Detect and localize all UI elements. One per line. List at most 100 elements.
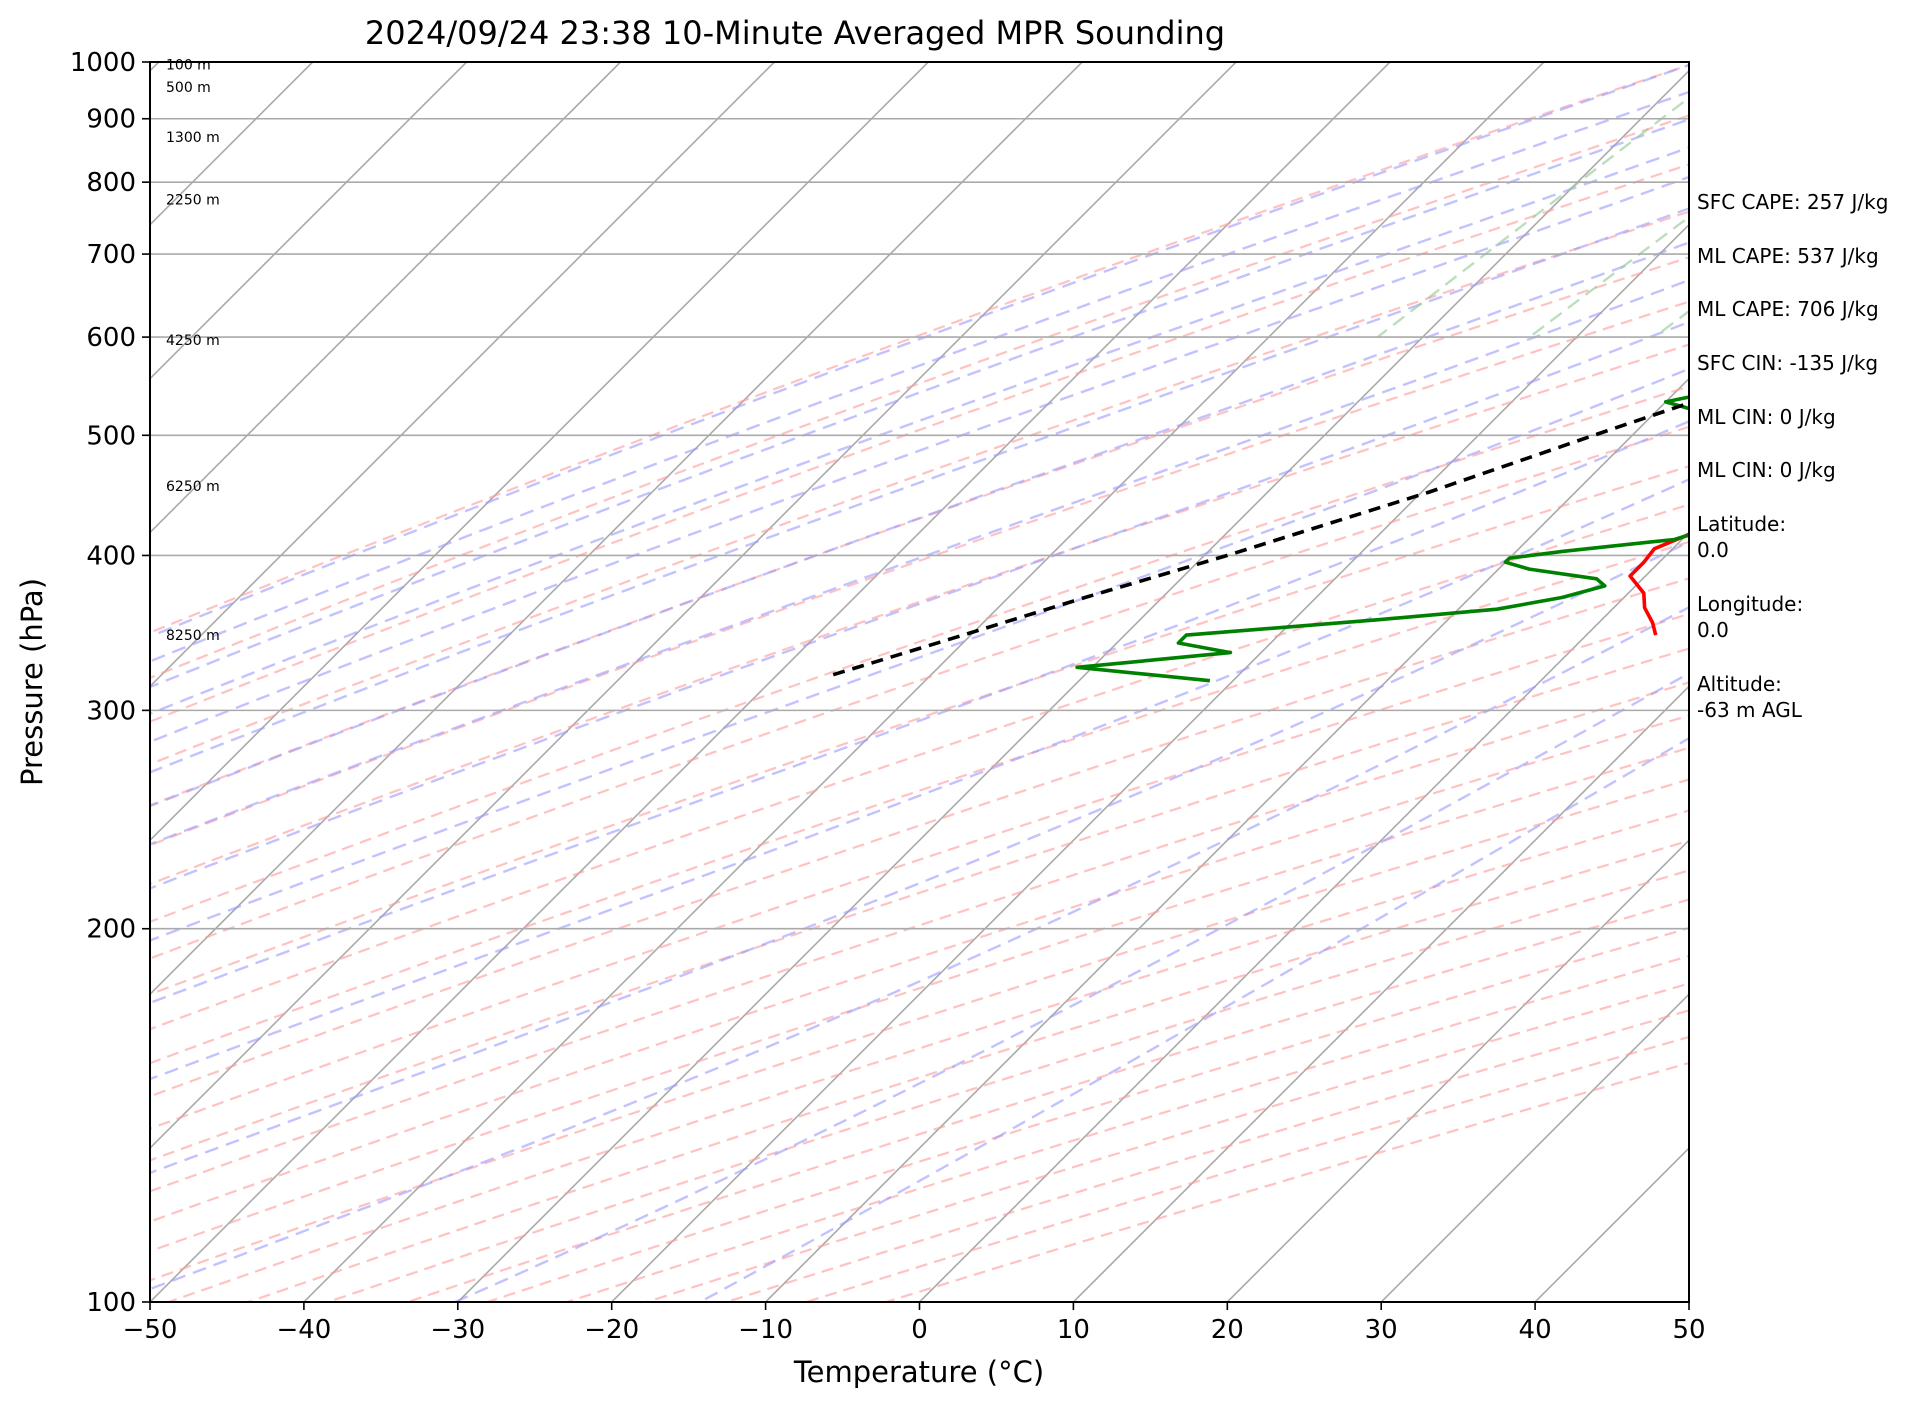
moist-adiabat-line	[150, 540, 1689, 1175]
moist-adiabat-line	[150, 605, 1689, 1291]
x-tick-label: −20	[584, 1315, 639, 1345]
x-tick-label: 20	[1211, 1315, 1244, 1345]
y-tick-label: 600	[86, 323, 136, 353]
isotherm-line	[0, 62, 5, 1302]
x-tick-label: −40	[276, 1315, 331, 1345]
stat-line: 0.0	[1697, 538, 1729, 562]
moist-adiabat-line	[150, 175, 1689, 744]
moist-adiabat-line	[150, 278, 1689, 846]
moist-adiabat-line	[699, 736, 1689, 1302]
y-tick-label: 400	[86, 541, 136, 571]
isotherm-line	[918, 531, 1689, 1302]
isotherm-line	[150, 62, 929, 842]
stat-line: SFC CIN: -135 J/kg	[1697, 351, 1878, 375]
stat-line: -63 m AGL	[1697, 698, 1803, 722]
x-tick-label: 30	[1365, 1315, 1398, 1345]
dry-adiabat-line	[168, 809, 1689, 1302]
dry-adiabat-line	[150, 256, 1689, 807]
moist-adiabat-line	[150, 63, 1689, 638]
stat-line: Longitude:	[1697, 592, 1803, 616]
moist-adiabat-line	[150, 320, 1689, 890]
moist-adiabat-line	[150, 478, 1689, 1081]
height-label: 100 m	[166, 58, 211, 74]
isotherm-line	[1380, 993, 1689, 1302]
height-labels: 8250 m 6250 m 4250 m 2250 m 1300 m 500 m 100 m	[166, 58, 220, 644]
y-tick-label: 300	[86, 696, 136, 726]
height-label: 2250 m	[166, 192, 220, 208]
profile-layer	[829, 395, 1689, 683]
parcel-path-line	[829, 401, 1689, 678]
isotherm-line	[150, 62, 468, 380]
y-tick-label: 100	[86, 1288, 136, 1318]
dry-adiabat-line	[150, 63, 1689, 634]
dry-adiabat-line	[150, 647, 1689, 1162]
y-tick-label: 1000	[70, 48, 136, 78]
x-tick-label: −50	[123, 1315, 178, 1345]
x-tick-label: 0	[911, 1315, 928, 1345]
y-axis-label: Pressure (hPa)	[15, 578, 49, 786]
isotherm-line	[150, 62, 1391, 1302]
dry-adiabat-line	[150, 681, 1689, 1193]
moist-adiabat-line	[150, 367, 1689, 942]
isotherm-line	[150, 62, 1083, 996]
height-label: 4250 m	[166, 333, 220, 349]
mixing-ratio-line	[1528, 215, 1689, 339]
chart-title: 2024/09/24 23:38 10-Minute Averaged MPR …	[365, 14, 1225, 52]
height-label: 6250 m	[166, 479, 220, 495]
stat-line: ML CIN: 0 J/kg	[1697, 405, 1836, 429]
y-tick-label: 700	[86, 240, 136, 270]
moist-adiabat-line	[150, 420, 1689, 1005]
dry-adiabat-line	[150, 210, 1689, 766]
isotherm-line	[1072, 685, 1689, 1302]
x-tick-label: 40	[1519, 1315, 1552, 1345]
x-axis-label: Temperature (°C)	[793, 1355, 1044, 1389]
isotherm-line	[765, 377, 1689, 1302]
dry-adiabat-line	[150, 540, 1689, 1065]
dry-adiabat-line	[150, 163, 1689, 723]
dewpoint-profile-line	[1075, 395, 1689, 683]
height-label: 500 m	[166, 80, 211, 96]
dry-adiabat-line	[407, 898, 1689, 1302]
stats-panel: SFC CAPE: 257 J/kg ML CAPE: 537 J/kg ML CA…	[1697, 190, 1888, 722]
stat-line: ML CAPE: 706 J/kg	[1697, 297, 1879, 321]
isotherm-line	[1226, 839, 1689, 1302]
y-tick-label: 200	[86, 915, 136, 945]
dry-adiabat-line	[327, 869, 1689, 1302]
dry-adiabat-line	[150, 577, 1689, 1098]
isotherm-line	[611, 223, 1689, 1302]
stat-line: ML CIN: 0 J/kg	[1697, 458, 1836, 482]
x-axis-ticks: −50 −40 −30 −20 −10 0 10 20 30 40 50	[123, 1302, 1706, 1345]
stat-line: Altitude:	[1697, 672, 1782, 696]
moist-adiabat-line	[454, 671, 1689, 1302]
isotherm-line	[457, 69, 1689, 1302]
moist-adiabat-line	[150, 118, 1689, 689]
isotherm-line	[303, 62, 1545, 1302]
dry-adiabat-line	[150, 612, 1689, 1130]
x-tick-label: −30	[430, 1315, 485, 1345]
height-label: 8250 m	[166, 628, 220, 644]
moist-adiabat-line	[150, 90, 1689, 663]
isotherm-line	[150, 62, 1237, 1150]
moist-adiabat-line	[150, 241, 1689, 808]
dry-adiabat-line	[150, 746, 1689, 1253]
stat-line: Latitude:	[1697, 512, 1786, 536]
mixing-ratio-line	[1376, 96, 1689, 339]
y-axis-ticks: 100 200 300 400 500 600 700 800 900 1000	[70, 48, 150, 1318]
background-lines	[0, 62, 1689, 1302]
stat-line: 0.0	[1697, 618, 1729, 642]
dry-adiabat-line	[150, 300, 1689, 847]
x-tick-label: 10	[1057, 1315, 1090, 1345]
dry-adiabat-line	[150, 343, 1689, 886]
y-tick-label: 900	[86, 105, 136, 135]
y-tick-label: 500	[86, 421, 136, 451]
isotherm-line	[150, 62, 622, 534]
y-tick-label: 800	[86, 168, 136, 198]
dry-adiabat-line	[150, 778, 1689, 1282]
stat-line: SFC CAPE: 257 J/kg	[1697, 190, 1888, 214]
stat-line: ML CAPE: 537 J/kg	[1697, 244, 1879, 268]
x-tick-label: 50	[1672, 1315, 1705, 1345]
moist-adiabat-line	[150, 207, 1689, 774]
dry-adiabat-line	[150, 385, 1689, 924]
dry-adiabat-line	[150, 503, 1689, 1031]
